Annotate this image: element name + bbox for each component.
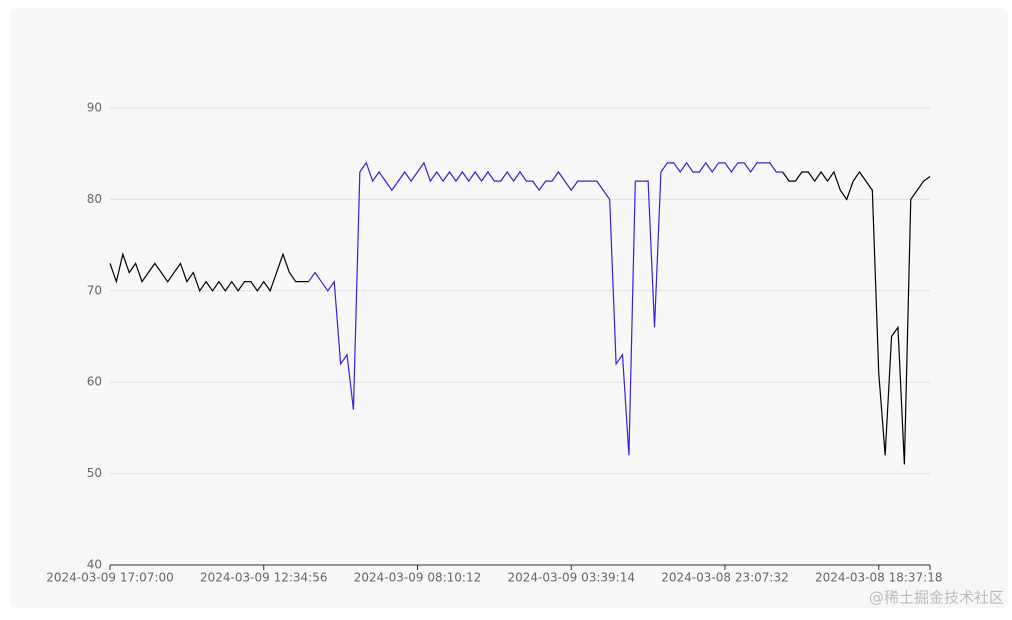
x-tick-label: 2024-03-09 17:07:00: [46, 571, 173, 585]
watermark: @稀土掘金技术社区: [869, 589, 1004, 607]
x-tick-label: 2024-03-09 12:34:56: [200, 571, 327, 585]
x-tick-label: 2024-03-08 18:37:18: [815, 571, 942, 585]
line-series: [308, 161, 783, 456]
y-tick-label: 80: [87, 192, 102, 206]
y-tick-label: 50: [87, 466, 102, 480]
y-tick-label: 60: [87, 375, 102, 389]
y-tick-label: 90: [87, 101, 102, 115]
x-tick-label: 2024-03-09 08:10:12: [354, 571, 481, 585]
x-tick-label: 2024-03-08 23:07:32: [661, 571, 788, 585]
line-series: [109, 170, 931, 465]
y-tick-label: 40: [87, 558, 102, 572]
x-tick-label: 2024-03-09 03:39:14: [508, 571, 635, 585]
y-tick-label: 70: [87, 283, 102, 297]
chart-background: [10, 8, 1008, 608]
